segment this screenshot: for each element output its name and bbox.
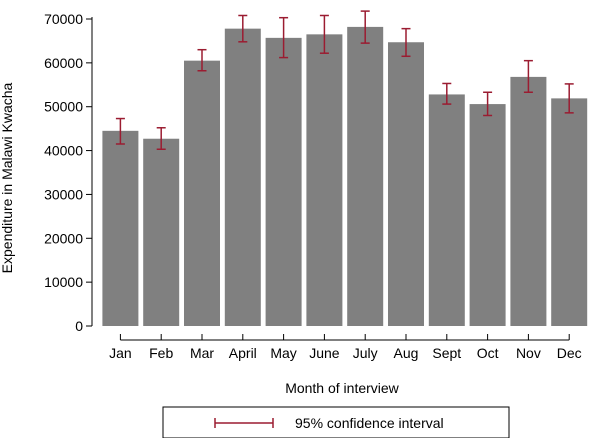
x-axis-label: Month of interview [285, 380, 399, 396]
y-tick-label: 20000 [44, 230, 83, 246]
error-bar [523, 59, 533, 93]
bar [102, 130, 139, 326]
x-tick-label: Aug [394, 345, 419, 361]
x-tick-label: April [229, 345, 257, 361]
bar [551, 98, 588, 326]
error-bar [279, 16, 289, 59]
y-axis-label: Expenditure in Malawi Kwacha [0, 82, 15, 273]
x-tick-label: Nov [516, 345, 541, 361]
error-bar [319, 14, 329, 54]
y-tick-label: 50000 [44, 99, 83, 115]
bar [224, 28, 261, 327]
x-tick-label: May [270, 345, 296, 361]
x-tick-label: Sept [432, 345, 461, 361]
x-tick-label: Jan [109, 345, 132, 361]
x-tick-label: July [353, 345, 378, 361]
plot-area: 0 10000 20000 30000 40000 50000 60000 70000 Jan F… [44, 10, 588, 361]
error-bar [483, 91, 493, 117]
x-tick-label: Feb [149, 345, 173, 361]
error-bar [564, 83, 574, 114]
y-tick-label: 10000 [44, 274, 83, 290]
bar [347, 26, 384, 326]
legend-label: 95% confidence interval [295, 415, 444, 431]
y-tick-label: 60000 [44, 55, 83, 71]
bar [428, 94, 465, 326]
error-bar [401, 27, 411, 58]
bar [184, 60, 220, 327]
error-bar [156, 127, 166, 151]
bar [306, 34, 343, 326]
bar [388, 42, 424, 326]
legend-error-bar-symbol [214, 418, 274, 428]
error-bar [360, 10, 370, 44]
y-tick-label: 30000 [44, 186, 83, 202]
error-bar [442, 82, 452, 105]
y-tick-label: 70000 [44, 11, 83, 27]
x-tick-label: Dec [557, 345, 582, 361]
bar [143, 138, 180, 326]
error-bar [238, 14, 248, 43]
x-tick-label: June [309, 345, 340, 361]
error-bar [115, 117, 125, 145]
y-tick-label: 40000 [44, 143, 83, 159]
bar [510, 76, 547, 327]
legend: 95% confidence interval [162, 406, 510, 439]
bar [469, 104, 506, 326]
y-tick-label: 0 [75, 318, 83, 334]
x-tick-label: Mar [190, 345, 214, 361]
x-tick-label: Oct [477, 345, 499, 361]
bar [265, 37, 302, 326]
error-bar [197, 48, 207, 72]
